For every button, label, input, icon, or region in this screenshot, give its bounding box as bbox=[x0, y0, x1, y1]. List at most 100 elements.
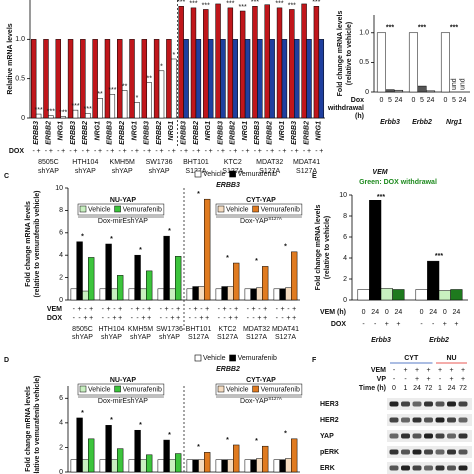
sublegend-label: Vemurafenib bbox=[261, 386, 300, 393]
row-mark: - bbox=[160, 306, 163, 313]
y-tick-label: 2 bbox=[343, 276, 347, 283]
blot-group: CYT bbox=[404, 355, 419, 362]
bar bbox=[394, 89, 404, 93]
row-mark: + bbox=[73, 148, 77, 155]
blot-band bbox=[447, 417, 456, 423]
bar bbox=[250, 459, 257, 473]
significance: *** bbox=[275, 1, 283, 8]
row-mark: - bbox=[192, 148, 195, 155]
significance: * bbox=[226, 255, 229, 262]
y-tick-label: 2 bbox=[59, 444, 63, 451]
row-mark: 0 bbox=[444, 97, 448, 104]
row-mark: - bbox=[136, 315, 139, 322]
blot-row-mark: 1 bbox=[404, 385, 408, 392]
bar bbox=[357, 289, 370, 301]
row-mark: 24 bbox=[459, 97, 467, 104]
row-mark: - bbox=[113, 306, 116, 313]
bar bbox=[99, 459, 106, 473]
gene-label: NRG1 bbox=[279, 121, 286, 141]
sublegend-note: Dox-YAPS127A bbox=[240, 216, 282, 225]
blot-band bbox=[458, 465, 468, 471]
sublegend-swatch bbox=[217, 205, 225, 213]
gene-label: ERBB3 bbox=[144, 121, 151, 145]
bar bbox=[256, 287, 263, 301]
note-text: Dox-mirEshYAP bbox=[98, 218, 148, 225]
bar bbox=[215, 459, 222, 473]
bar bbox=[204, 198, 211, 301]
category-label: 8505C bbox=[72, 326, 93, 333]
bar bbox=[227, 459, 234, 473]
blot-protein: HER3 bbox=[320, 401, 339, 408]
sublegend-swatch bbox=[79, 205, 87, 213]
bar bbox=[72, 109, 79, 119]
bar bbox=[128, 288, 135, 301]
row-mark: - bbox=[106, 148, 109, 155]
legend-label: Vehicle bbox=[203, 355, 226, 362]
category-label: MDAT32 bbox=[243, 326, 270, 333]
row-mark: - bbox=[315, 148, 318, 155]
bar bbox=[111, 459, 118, 473]
blot-protein: pERK bbox=[320, 449, 339, 456]
bar bbox=[134, 102, 140, 119]
group-label: KMH5M bbox=[110, 159, 135, 166]
significance: * bbox=[255, 438, 258, 445]
significance: * bbox=[136, 95, 139, 102]
category-label: S127A bbox=[275, 334, 296, 341]
row-label: VEM bbox=[47, 306, 62, 313]
bar bbox=[99, 288, 106, 301]
bar bbox=[35, 113, 42, 119]
y-tick-label: 0 bbox=[59, 297, 63, 304]
row-mark: - bbox=[189, 315, 192, 322]
gene-label: NRG1 bbox=[168, 121, 175, 141]
significance: *** bbox=[226, 1, 234, 8]
bar bbox=[169, 459, 176, 473]
bar bbox=[129, 39, 135, 119]
bar bbox=[146, 270, 153, 301]
blot-band bbox=[435, 465, 445, 471]
y-tick-label: 8 bbox=[59, 207, 63, 214]
y-tick-label: 4 bbox=[59, 420, 63, 427]
bar bbox=[80, 39, 86, 119]
blot-band bbox=[424, 401, 433, 407]
row-mark: + bbox=[136, 306, 140, 313]
bar bbox=[104, 39, 111, 119]
y-tick-label: 2 bbox=[59, 274, 63, 281]
sublegend-title: CYT-YAP bbox=[246, 377, 276, 384]
bar bbox=[279, 459, 286, 473]
bar bbox=[279, 288, 286, 301]
group-label: MDAT32 bbox=[256, 159, 283, 166]
bar bbox=[157, 459, 164, 473]
y-tick-label: 8 bbox=[343, 213, 347, 220]
y-axis-label: Fold change mRNA levels bbox=[25, 201, 32, 287]
row-mark: - bbox=[131, 148, 134, 155]
bar bbox=[146, 82, 152, 119]
row-mark: - bbox=[218, 306, 221, 313]
category-label: Nrg1 bbox=[446, 119, 462, 126]
chart-title: VEM bbox=[372, 169, 387, 176]
bar bbox=[215, 288, 222, 301]
row-mark: + bbox=[282, 148, 286, 155]
row-mark: + bbox=[443, 321, 447, 328]
bar bbox=[203, 9, 209, 119]
blot-band bbox=[447, 433, 456, 439]
blot-band bbox=[412, 465, 422, 471]
bar bbox=[140, 459, 147, 473]
row-mark: - bbox=[229, 148, 232, 155]
blot-band bbox=[435, 449, 445, 455]
row-mark: - bbox=[102, 315, 105, 322]
legend-swatch bbox=[229, 354, 236, 362]
row-mark: + bbox=[49, 148, 53, 155]
row-mark: + bbox=[286, 315, 290, 322]
bar bbox=[301, 3, 307, 119]
row-mark: - bbox=[217, 148, 220, 155]
row-mark: - bbox=[82, 148, 85, 155]
blot-band bbox=[389, 401, 399, 407]
row-mark: + bbox=[184, 148, 188, 155]
row-mark: - bbox=[131, 306, 134, 313]
blot-band bbox=[412, 417, 422, 423]
bar bbox=[192, 459, 199, 473]
row-mark: 24 bbox=[453, 309, 461, 316]
row-mark: + bbox=[292, 315, 296, 322]
legend-swatch bbox=[229, 170, 236, 178]
blot-row-mark: - bbox=[439, 376, 442, 383]
